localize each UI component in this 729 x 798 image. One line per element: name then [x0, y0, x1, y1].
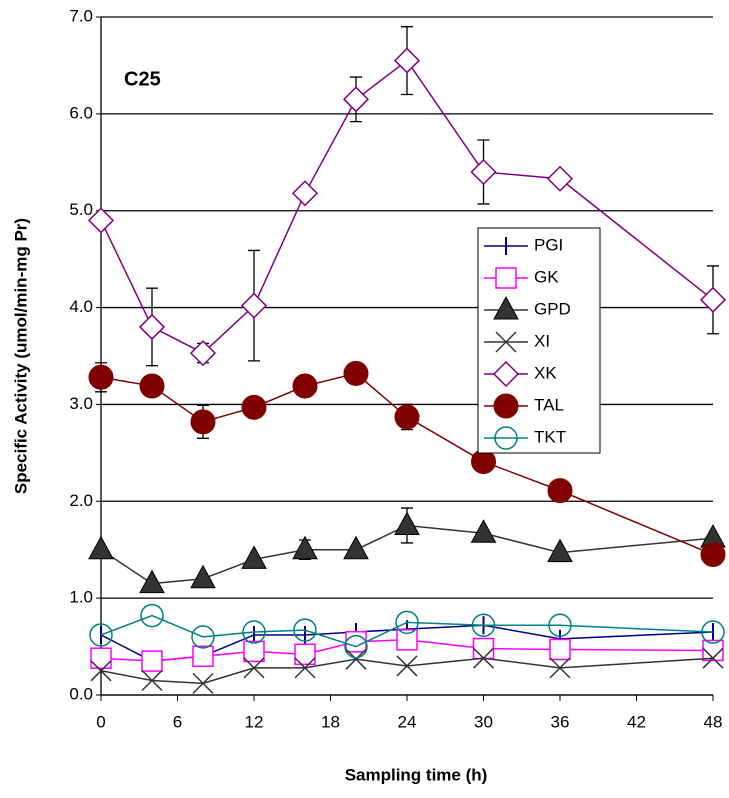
x-tick-label: 30	[474, 712, 493, 731]
y-tick-label: 7.0	[69, 6, 93, 25]
marker	[394, 511, 420, 535]
marker	[395, 610, 419, 635]
y-tick-label: 4.0	[69, 297, 93, 316]
marker	[243, 640, 265, 663]
x-tick-label: 0	[96, 712, 105, 731]
marker	[396, 629, 418, 651]
x-tick-label: 18	[321, 712, 340, 731]
marker	[141, 669, 163, 692]
marker	[88, 364, 114, 390]
annotation: C25	[124, 68, 161, 90]
marker	[702, 647, 724, 669]
marker	[470, 158, 497, 186]
marker	[189, 340, 217, 367]
marker	[241, 545, 267, 569]
marker	[243, 657, 265, 679]
marker	[140, 603, 164, 628]
marker	[294, 657, 316, 679]
marker	[549, 657, 571, 679]
series-line	[100, 372, 714, 556]
x-axis-label: Sampling time (h)	[345, 765, 488, 784]
marker	[547, 538, 573, 563]
series-line	[100, 524, 714, 585]
marker	[494, 426, 518, 450]
marker	[345, 630, 367, 653]
y-tick-label: 3.0	[69, 394, 93, 413]
marker	[396, 655, 418, 677]
marker	[495, 331, 517, 353]
marker	[90, 647, 112, 669]
marker	[493, 295, 519, 320]
marker	[89, 623, 113, 647]
legend-label: XK	[534, 363, 557, 382]
marker	[343, 535, 369, 560]
x-tick-label: 48	[704, 712, 723, 731]
x-tick-label: 42	[627, 712, 646, 731]
marker	[192, 645, 214, 668]
marker	[342, 86, 370, 113]
marker	[242, 620, 266, 644]
marker	[495, 267, 517, 289]
marker	[293, 618, 317, 642]
x-tick-label: 12	[245, 712, 264, 731]
x-tick-label: 6	[173, 712, 182, 731]
marker	[699, 286, 727, 313]
marker	[139, 373, 165, 399]
legend-label: GK	[534, 267, 559, 286]
marker	[87, 207, 115, 234]
marker	[700, 542, 726, 568]
marker	[393, 47, 421, 74]
marker	[471, 613, 496, 638]
marker	[344, 634, 368, 659]
marker	[548, 613, 572, 638]
marker	[470, 519, 497, 543]
legend-label: TKT	[534, 427, 566, 446]
marker	[472, 637, 495, 660]
legend-label: XI	[534, 331, 550, 350]
marker	[292, 373, 318, 399]
series-line	[100, 639, 714, 662]
y-tick-label: 6.0	[69, 103, 93, 122]
marker	[138, 313, 166, 341]
marker	[241, 394, 267, 420]
marker	[492, 360, 520, 388]
marker	[88, 535, 114, 560]
marker	[139, 569, 165, 594]
marker	[190, 409, 216, 435]
marker	[291, 180, 319, 207]
marker	[394, 404, 420, 430]
y-tick-label: 1.0	[69, 588, 93, 607]
y-tick-label: 2.0	[69, 491, 93, 510]
marker	[90, 660, 112, 682]
legend-label: GPD	[534, 299, 571, 318]
marker	[472, 647, 495, 669]
marker	[345, 648, 367, 670]
marker	[343, 360, 369, 386]
y-axis-label: Specific Activity (umol/min-mg Pr)	[11, 218, 30, 494]
series-line	[100, 657, 714, 685]
marker	[192, 672, 214, 694]
marker	[141, 650, 163, 672]
legend-label: TAL	[534, 395, 564, 414]
marker	[190, 564, 216, 589]
marker	[294, 643, 316, 666]
legend-label: PGI	[534, 235, 563, 254]
marker	[240, 292, 268, 319]
marker	[493, 393, 519, 419]
marker	[292, 535, 318, 560]
x-tick-label: 24	[398, 712, 417, 731]
x-tick-label: 36	[551, 712, 570, 731]
marker	[191, 625, 215, 649]
series-line	[100, 614, 714, 648]
series-line	[100, 59, 714, 355]
marker	[546, 165, 574, 192]
marker	[701, 620, 725, 644]
y-tick-label: 0.0	[69, 684, 93, 703]
y-tick-label: 5.0	[69, 200, 93, 219]
marker	[702, 639, 724, 662]
marker	[549, 638, 571, 661]
marker	[547, 478, 573, 504]
